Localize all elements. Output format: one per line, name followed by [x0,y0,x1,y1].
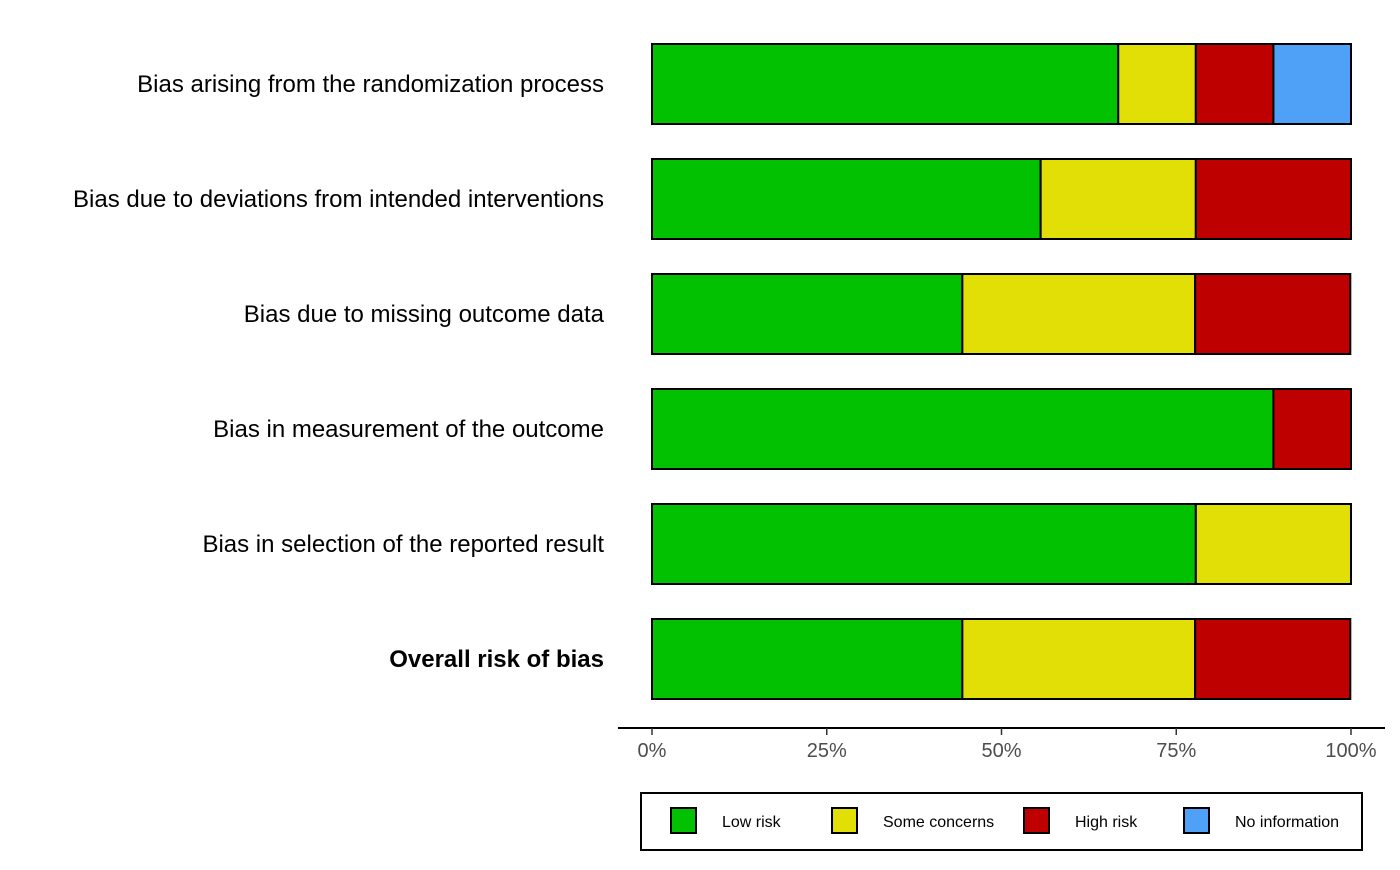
bar-segment-some-concerns-row-2 [1039,158,1197,240]
bar-segment-some-concerns-row-6 [961,618,1197,700]
category-labels: Bias arising from the randomization proc… [73,71,605,673]
category-label-bias-arising-from-the-randomization-process: Bias arising from the randomization proc… [137,71,604,98]
x-tick-label-25: 25% [807,740,847,762]
legend-key-some-concerns [831,807,858,834]
x-tick-label-100: 100% [1325,740,1376,762]
legend-label-some-concerns: Some concerns [883,814,994,831]
bar-segment-low-risk-row-4 [651,388,1275,470]
category-label-bias-in-measurement-of-the-outcome: Bias in measurement of the outcome [213,416,604,443]
x-tick-label-75: 75% [1156,740,1196,762]
bar-segment-high-risk-row-1 [1194,43,1275,125]
legend-key-low-risk [670,807,697,834]
bar-segment-high-risk-row-4 [1272,388,1353,470]
bar-segment-some-concerns-row-3 [961,273,1197,355]
bar-segment-high-risk-row-3 [1194,273,1352,355]
category-label-bias-due-to-missing-outcome-data: Bias due to missing outcome data [244,301,605,328]
bar-segment-no-information-row-1 [1272,43,1353,125]
bar-segment-low-risk-row-1 [651,43,1120,125]
legend-box [640,792,1363,851]
bar-segment-some-concerns-row-5 [1194,503,1353,585]
bar-segment-high-risk-row-2 [1194,158,1353,240]
legend-key-no-information [1183,807,1210,834]
x-tick-label-50: 50% [981,740,1021,762]
x-tick-label-0: 0% [638,740,667,762]
legend-label-no-information: No information [1235,814,1339,831]
bar-segment-low-risk-row-6 [651,618,964,700]
category-label-bias-due-to-deviations-from-intended-interventions: Bias due to deviations from intended int… [73,186,604,213]
bar-segment-low-risk-row-3 [651,273,964,355]
bar-segment-high-risk-row-6 [1194,618,1352,700]
bar-segment-low-risk-row-2 [651,158,1042,240]
category-label-overall-risk-of-bias: Overall risk of bias [389,646,604,673]
legend: Low risk Some concerns High risk No informa… [640,792,1363,851]
bar-segment-some-concerns-row-1 [1117,43,1197,125]
x-axis: 0% 25% 50% 75% 100% [618,727,1385,762]
legend-label-low-risk: Low risk [722,814,782,831]
legend-label-high-risk: High risk [1075,814,1138,831]
bars-layer [651,43,1353,700]
category-label-bias-in-selection-of-the-reported-result: Bias in selection of the reported result [202,531,604,558]
bar-segment-low-risk-row-5 [651,503,1197,585]
legend-key-high-risk [1023,807,1050,834]
